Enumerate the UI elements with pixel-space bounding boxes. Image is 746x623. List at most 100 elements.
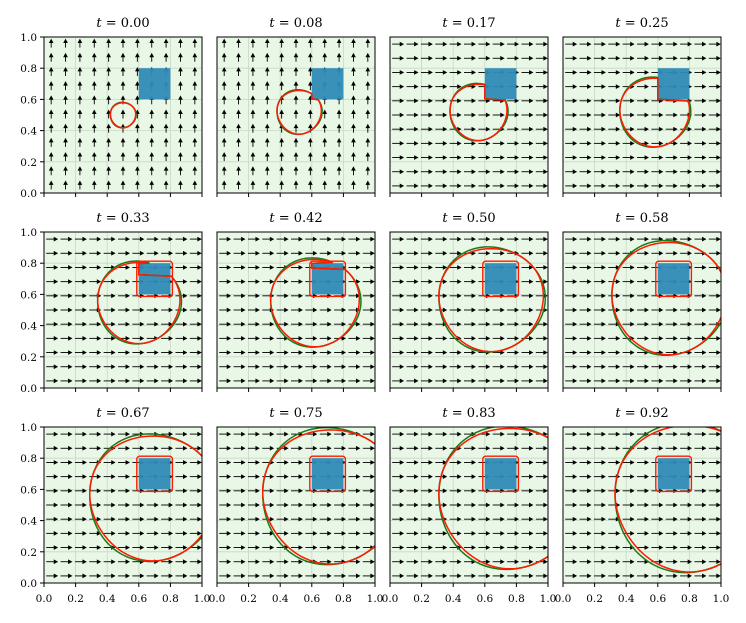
field-arrow-head (414, 336, 419, 341)
field-arrow-head (106, 166, 111, 171)
field-arrow-head (106, 109, 111, 114)
field-arrow-head (197, 336, 202, 341)
field-arrow-head (687, 250, 693, 256)
axis-ticks (40, 231, 203, 392)
field-arrow-head (702, 183, 707, 189)
field-arrow-head (471, 84, 476, 89)
field-arrow-head (356, 516, 361, 522)
field-arrow-head (471, 279, 476, 284)
field-arrow-head (53, 364, 59, 370)
field-arrow-head (293, 166, 299, 171)
field-arrow-head (111, 502, 116, 508)
field-arrow-head (82, 474, 87, 479)
field-arrow-head (658, 531, 664, 536)
field-arrow-head (312, 236, 318, 242)
field-arrow-head (226, 474, 232, 479)
field-arrow-head (442, 126, 448, 132)
field-arrow-head (500, 336, 505, 341)
field-arrow-head (139, 445, 145, 451)
field-arrow-head (106, 123, 111, 129)
field-arrow-head (63, 166, 68, 171)
field-arrow-head (529, 293, 534, 299)
field-arrow-head (356, 265, 361, 270)
field-arrow-head (500, 307, 505, 313)
field-arrow-head (111, 293, 116, 299)
field-arrow-head (96, 516, 102, 522)
field-arrow-head (370, 279, 375, 284)
field-arrow-head (279, 166, 284, 171)
field-arrow-head (471, 336, 476, 341)
field-arrow-head (615, 488, 621, 494)
field-arrow-head (587, 155, 592, 160)
field-arrow-head (572, 55, 578, 61)
field-arrow-head (500, 141, 505, 146)
field-arrow-head (250, 95, 256, 100)
field-arrow-head (687, 141, 693, 146)
field-arrow-head (457, 236, 462, 242)
field-arrow-head (442, 364, 448, 370)
field-arrow-head (543, 474, 548, 479)
field-arrow-head (53, 378, 59, 384)
field-arrow-head (250, 123, 256, 129)
field-arrow-head (399, 98, 405, 104)
field-arrow-head (414, 516, 419, 522)
field-arrow-head (529, 364, 534, 370)
field-arrow-head (163, 38, 169, 44)
field-arrow-head (53, 279, 59, 284)
field-arrow-head (341, 516, 347, 522)
field-arrow-head (149, 152, 155, 157)
field-arrow-head (308, 166, 313, 171)
field-arrow-head (197, 350, 202, 355)
field-arrow-head (601, 84, 606, 89)
y-tick-label: 1.0 (20, 32, 37, 44)
contours (438, 246, 547, 353)
field-arrow-head (471, 364, 476, 370)
field-arrow-head (370, 445, 375, 451)
field-arrow-head (68, 573, 73, 579)
panel-title: t = 0.08 (269, 16, 322, 31)
panel-frame (562, 231, 722, 389)
field-arrow-head (414, 98, 419, 104)
field-arrow-head (485, 364, 491, 370)
field-arrow-head (125, 378, 130, 384)
field-arrow-head (673, 431, 678, 437)
field-arrow-head (322, 52, 328, 58)
field-arrow-head (241, 293, 246, 299)
field-arrow-head (543, 431, 548, 437)
contours (96, 260, 183, 345)
field-arrow-head (471, 236, 476, 242)
field-arrow-head (341, 350, 347, 355)
field-arrow-head (543, 488, 548, 494)
field-arrow-head (241, 488, 246, 494)
field-arrow-head (615, 279, 621, 284)
field-arrow-head (615, 70, 621, 75)
field-arrow-head (241, 431, 246, 437)
field-arrow-head (168, 321, 174, 327)
field-arrow-head (356, 336, 361, 341)
field-arrow-head (428, 516, 433, 522)
field-arrow-head (471, 169, 476, 175)
field-arrow-head (543, 126, 548, 132)
x-tick-label: 0.2 (67, 593, 84, 605)
field-arrow-head (716, 41, 721, 47)
field-arrow-head (673, 516, 678, 522)
field-arrow-head (125, 531, 130, 536)
field-arrow-head (183, 378, 188, 384)
field-arrow-head (543, 502, 548, 508)
field-arrow-head (485, 155, 491, 160)
field-arrow-head (673, 55, 678, 61)
field-arrow-head (428, 250, 433, 256)
field-arrow-head (178, 180, 183, 185)
panel-frame (389, 36, 549, 194)
field-arrow-head (428, 70, 433, 75)
field-arrow-head (442, 445, 448, 451)
field-arrow-head (702, 141, 707, 146)
field-arrow-head (250, 166, 256, 171)
field-arrow-head (356, 502, 361, 508)
contours (88, 433, 202, 563)
field-arrow-head (168, 307, 174, 313)
field-arrow-head (135, 123, 140, 129)
field-arrow-head (312, 545, 318, 550)
field-arrow-head (529, 265, 534, 270)
field-arrow-head (96, 474, 102, 479)
